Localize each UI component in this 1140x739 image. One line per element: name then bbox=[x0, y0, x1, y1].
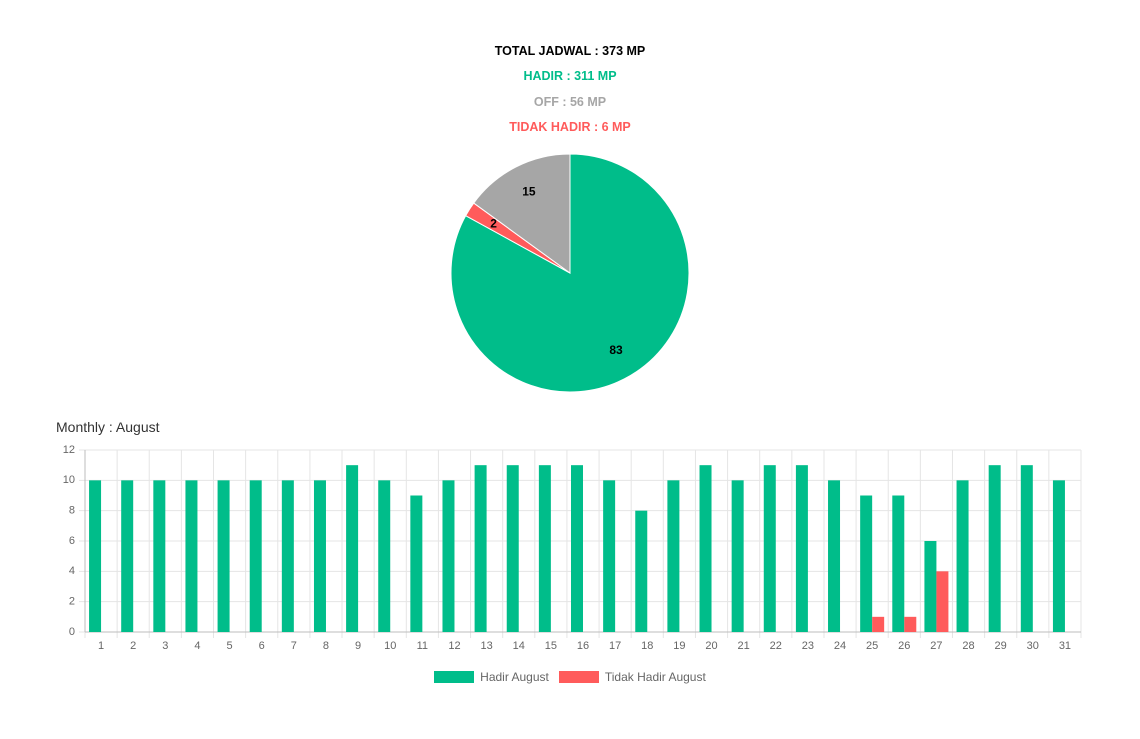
x-tick-label: 1 bbox=[98, 640, 104, 652]
pie-label-hadir: 83 bbox=[609, 343, 623, 357]
bar-hadir-day-18[interactable] bbox=[635, 510, 648, 632]
legend-swatch-tidak-hadir bbox=[558, 671, 599, 683]
bar-hadir-day-28[interactable] bbox=[956, 480, 969, 632]
y-tick-label: 2 bbox=[69, 596, 75, 608]
bar-hadir-day-11[interactable] bbox=[410, 495, 423, 633]
bar-hadir-day-6[interactable] bbox=[249, 480, 262, 632]
bar-chart-legend: Hadir August Tidak Hadir August bbox=[0, 670, 1140, 684]
x-tick-label: 16 bbox=[577, 640, 589, 652]
bar-hadir-day-20[interactable] bbox=[699, 465, 712, 632]
bar-hadir-day-30[interactable] bbox=[1020, 465, 1033, 632]
bar-hadir-day-24[interactable] bbox=[828, 480, 841, 632]
y-tick-label: 0 bbox=[69, 626, 75, 638]
x-tick-label: 23 bbox=[802, 640, 814, 652]
x-tick-label: 25 bbox=[866, 640, 878, 652]
bar-hadir-day-4[interactable] bbox=[185, 480, 198, 632]
bar-hadir-day-5[interactable] bbox=[217, 480, 230, 632]
bar-hadir-day-13[interactable] bbox=[474, 465, 487, 632]
bar-hadir-day-23[interactable] bbox=[795, 465, 808, 632]
pie-label-tidak-hadir: 2 bbox=[490, 217, 497, 231]
legend-label-tidak-hadir: Tidak Hadir August bbox=[604, 670, 706, 684]
y-tick-label: 10 bbox=[63, 474, 75, 486]
x-tick-label: 17 bbox=[609, 640, 621, 652]
legend-label-hadir: Hadir August bbox=[480, 670, 549, 684]
bar-hadir-day-22[interactable] bbox=[763, 465, 776, 632]
x-tick-label: 7 bbox=[291, 640, 297, 652]
x-tick-label: 15 bbox=[545, 640, 557, 652]
bar-hadir-day-25[interactable] bbox=[860, 495, 873, 633]
x-tick-label: 2 bbox=[130, 640, 136, 652]
bar-hadir-day-17[interactable] bbox=[603, 480, 616, 632]
x-tick-label: 26 bbox=[898, 640, 910, 652]
legend-item-hadir[interactable]: Hadir August bbox=[434, 670, 549, 684]
y-tick-label: 4 bbox=[69, 565, 75, 577]
x-tick-label: 5 bbox=[227, 640, 233, 652]
x-tick-label: 11 bbox=[417, 640, 428, 652]
bar-hadir-day-12[interactable] bbox=[442, 480, 455, 632]
x-tick-label: 27 bbox=[930, 640, 942, 652]
absent-label: TIDAK HADIR : 6 MP bbox=[509, 120, 631, 134]
x-tick-label: 20 bbox=[705, 640, 717, 652]
bar-hadir-day-21[interactable] bbox=[731, 480, 744, 632]
bar-hadir-day-8[interactable] bbox=[313, 480, 326, 632]
bar-tidak-hadir-day-27[interactable] bbox=[936, 571, 949, 632]
bar-hadir-day-2[interactable] bbox=[121, 480, 134, 632]
x-tick-label: 6 bbox=[259, 640, 265, 652]
bar-hadir-day-7[interactable] bbox=[281, 480, 294, 632]
x-tick-label: 19 bbox=[673, 640, 685, 652]
bar-tidak-hadir-day-25[interactable] bbox=[872, 616, 885, 632]
total-schedule-label: TOTAL JADWAL : 373 MP bbox=[494, 44, 646, 58]
pie-label-off: 15 bbox=[522, 185, 536, 199]
bar-hadir-day-14[interactable] bbox=[506, 465, 519, 632]
x-tick-label: 10 bbox=[384, 640, 396, 652]
y-tick-label: 8 bbox=[69, 505, 75, 517]
pie-slice-off[interactable] bbox=[473, 153, 571, 274]
present-label: HADIR : 311 MP bbox=[523, 69, 617, 83]
bar-hadir-day-19[interactable] bbox=[667, 480, 680, 632]
x-tick-label: 21 bbox=[738, 640, 750, 652]
bar-hadir-day-26[interactable] bbox=[892, 495, 905, 633]
x-tick-label: 29 bbox=[995, 640, 1007, 652]
y-tick-label: 6 bbox=[69, 535, 75, 547]
bar-hadir-day-3[interactable] bbox=[153, 480, 166, 632]
bar-hadir-day-16[interactable] bbox=[571, 465, 583, 632]
x-tick-label: 3 bbox=[162, 640, 168, 652]
x-tick-label: 28 bbox=[962, 640, 974, 652]
bar-hadir-day-27[interactable] bbox=[924, 541, 937, 632]
x-tick-label: 22 bbox=[770, 640, 782, 652]
x-tick-label: 4 bbox=[194, 640, 200, 652]
x-tick-label: 14 bbox=[513, 640, 525, 652]
x-tick-label: 18 bbox=[641, 640, 653, 652]
bar-hadir-day-9[interactable] bbox=[346, 465, 359, 632]
off-label: OFF : 56 MP bbox=[533, 95, 607, 109]
legend-swatch-hadir bbox=[434, 671, 475, 683]
bar-hadir-day-31[interactable] bbox=[1052, 480, 1065, 632]
monthly-chart-title: Monthly : August bbox=[56, 419, 160, 435]
bar-tidak-hadir-day-26[interactable] bbox=[904, 616, 917, 632]
x-tick-label: 8 bbox=[323, 640, 329, 652]
bar-hadir-day-15[interactable] bbox=[538, 465, 551, 632]
bar-hadir-day-10[interactable] bbox=[378, 480, 391, 632]
bar-hadir-day-29[interactable] bbox=[988, 465, 1001, 632]
x-tick-label: 9 bbox=[355, 640, 361, 652]
attendance-pie-chart: 83 2 15 bbox=[450, 153, 690, 393]
x-tick-label: 12 bbox=[448, 640, 460, 652]
bar-hadir-day-1[interactable] bbox=[89, 480, 102, 632]
x-tick-label: 13 bbox=[480, 640, 492, 652]
x-tick-label: 30 bbox=[1027, 640, 1039, 652]
x-tick-label: 24 bbox=[834, 640, 846, 652]
y-tick-label: 12 bbox=[63, 444, 75, 456]
legend-item-tidak-hadir[interactable]: Tidak Hadir August bbox=[558, 670, 706, 684]
x-tick-label: 31 bbox=[1059, 640, 1071, 652]
